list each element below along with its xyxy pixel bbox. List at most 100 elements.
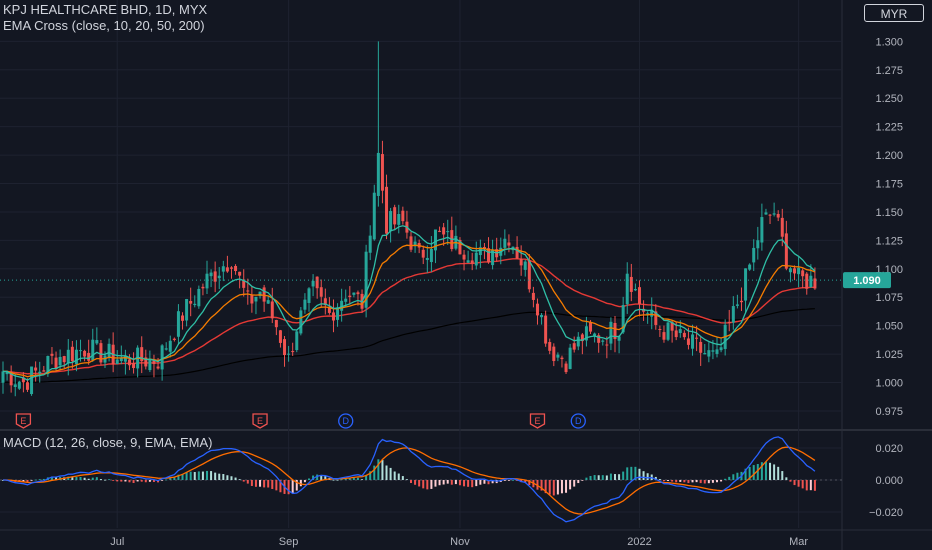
macd-histogram-bar [479,480,482,485]
macd-histogram-bar [699,480,702,484]
candle-body [356,292,360,295]
macd-histogram-bar [201,471,204,480]
ema-indicator-label[interactable]: EMA Cross (close, 10, 20, 50, 200) [3,18,205,33]
macd-histogram-bar [760,462,763,480]
macd-histogram-bar [112,480,115,481]
macd-histogram-bar [214,472,217,480]
candle-body [548,342,552,351]
macd-histogram-bar [614,474,616,480]
macd-histogram-bar [259,480,262,487]
macd-histogram-bar [116,480,119,482]
candle-body [327,306,331,313]
candle-body [519,258,523,266]
macd-histogram-bar [540,480,543,491]
macd-histogram-bar [544,480,547,494]
candle-body [34,367,38,371]
dividend-marker-icon [570,413,586,429]
candle-body [315,276,319,289]
candle-body [291,351,295,353]
candle-body [739,300,743,303]
macd-histogram-bar [691,480,694,483]
macd-histogram-bar [569,480,572,490]
macd-histogram-bar [108,479,111,481]
macd-histogram-bar [813,480,816,491]
candle-body [735,304,739,306]
candle-body [462,254,466,260]
macd-histogram-bar [99,479,102,480]
candle-body [470,260,474,264]
candle-body [336,307,340,320]
macd-histogram-bar [809,480,812,491]
earnings-marker-label: E [20,416,26,426]
macd-histogram-bar [410,480,412,484]
macd-histogram-bar [312,475,315,480]
macd-histogram-bar [303,480,306,483]
candle-body [323,298,327,306]
candle-body [295,331,299,351]
macd-histogram-bar [801,480,804,489]
candle-body [266,300,270,304]
macd-histogram-bar [279,480,282,493]
price-tick-label: 1.250 [875,93,903,105]
macd-histogram-bar [748,466,751,480]
macd-histogram-bar [369,471,372,480]
candle-body [380,154,384,191]
candle-body [421,249,425,258]
candle-body [466,260,470,263]
macd-histogram-bar [344,478,347,480]
macd-histogram-bar [528,480,531,485]
macd-histogram-bar [263,480,266,488]
candle-body [686,338,690,345]
macd-histogram-bar [136,480,139,482]
macd-histogram-bar [630,466,633,480]
candle-body [201,286,205,289]
macd-signal-line [3,446,816,515]
last-price-tag [843,272,891,289]
candle-body [197,288,201,307]
macd-histogram-bar [658,479,661,480]
candle-body [368,235,372,253]
macd-histogram-bar [222,474,225,480]
macd-histogram-bar [597,475,600,480]
candle-body [784,233,788,269]
macd-histogram-bar [140,480,143,482]
candle-body [797,267,801,275]
macd-histogram-bar [385,465,388,480]
macd-histogram-bar [418,480,421,487]
macd-indicator-label[interactable]: MACD (12, 26, close, 9, EMA, EMA) [3,435,213,450]
candle-body [38,371,42,374]
macd-histogram-bar [605,475,608,480]
macd-histogram-bar [34,479,37,481]
macd-histogram-bar [71,477,74,480]
macd-histogram-bar [189,471,192,480]
candle-body [691,334,695,349]
candle-body [776,213,780,218]
macd-histogram-bar [299,480,302,487]
candle-body [152,359,156,365]
candle-body [809,275,813,288]
candle-body [262,287,266,302]
candle-body [164,348,168,350]
candle-body [429,249,433,263]
macd-histogram-bar [348,478,351,480]
candle-body [474,252,478,266]
macd-histogram-bar [238,479,241,480]
candle-body [389,211,393,232]
candle-body [209,272,213,277]
candle-body [711,350,715,352]
currency-button[interactable]: MYR [864,4,924,22]
macd-histogram-bar [389,467,392,480]
macd-histogram-bar [634,466,637,480]
macd-histogram-bar [181,474,184,480]
candle-body [160,345,164,370]
candle-body [540,314,544,318]
candle-body [764,212,768,215]
candle-body [793,268,797,274]
macd-histogram-bar [132,480,135,483]
candle-body [621,305,625,333]
candle-body [385,186,389,234]
macd-histogram-bar [434,480,437,487]
candle-body [340,300,344,311]
macd-histogram-bar [30,480,33,481]
